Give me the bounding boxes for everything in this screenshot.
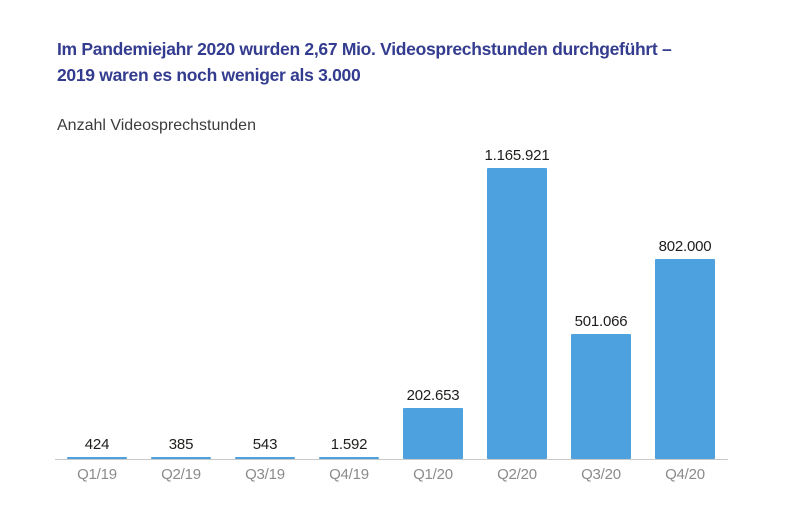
x-tick-label: Q2/20 [497, 466, 537, 483]
bar-q3-20 [571, 334, 631, 459]
plot-area: 424 Q1/19 385 Q2/19 543 Q3/19 1.592 Q4/19 202.65… [55, 147, 728, 483]
x-tick-label: Q1/20 [413, 466, 453, 483]
bar-q4-19 [319, 457, 379, 459]
x-tick-label: Q4/20 [665, 466, 705, 483]
bar-value-label: 802.000 [658, 238, 712, 255]
bar-value-label: 1.592 [330, 436, 368, 453]
bar-value-label: 202.653 [406, 387, 460, 404]
bar-q1-19 [67, 457, 127, 459]
x-axis-baseline [55, 459, 728, 460]
bar-q2-19 [151, 457, 211, 459]
chart-title: Im Pandemiejahr 2020 wurden 2,67 Mio. Vi… [57, 36, 672, 88]
bar-value-label: 424 [84, 436, 110, 453]
x-tick-label: Q2/19 [161, 466, 201, 483]
x-tick-label: Q1/19 [77, 466, 117, 483]
bar-value-label: 1.165.921 [484, 147, 550, 164]
bar-q4-20 [655, 259, 715, 459]
x-tick-label: Q4/19 [329, 466, 369, 483]
y-axis-title: Anzahl Videosprechstunden [57, 117, 256, 134]
bar-q2-20 [487, 168, 547, 459]
x-tick-label: Q3/19 [245, 466, 285, 483]
bar-value-label: 501.066 [574, 313, 628, 330]
chart-title-line1: Im Pandemiejahr 2020 wurden 2,67 Mio. Vi… [57, 39, 672, 59]
bar-q3-19 [235, 457, 295, 459]
x-tick-label: Q3/20 [581, 466, 621, 483]
bar-q1-20 [403, 408, 463, 459]
bar-value-label: 543 [252, 436, 278, 453]
bar-value-label: 385 [168, 436, 194, 453]
chart-title-line2: 2019 waren es noch weniger als 3.000 [57, 65, 361, 85]
